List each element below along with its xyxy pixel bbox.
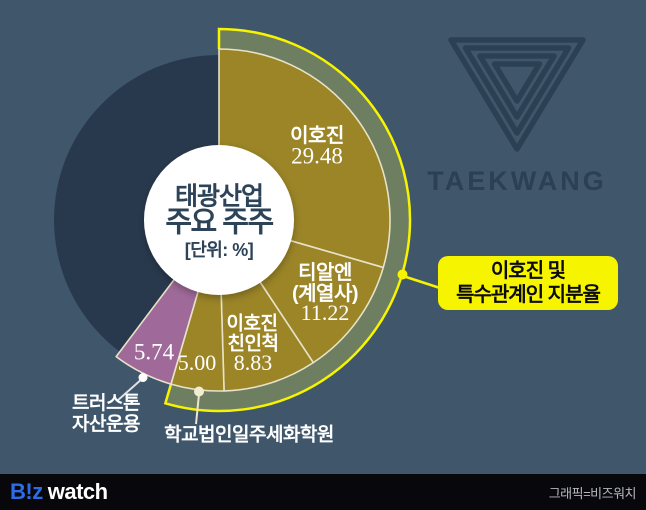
center-unit-label: [단위: %] — [184, 240, 254, 260]
center-title-line2: 주요 주주 — [165, 206, 274, 239]
label-truston: 트러스톤 자산운용 — [72, 393, 140, 435]
bizwatch-logo-biz: B!z — [10, 479, 43, 504]
slice-value-school: 5.00 — [177, 350, 217, 375]
leader-line-callout — [402, 274, 441, 290]
slice-label-tialen-line2: (계열사) — [291, 283, 359, 305]
label-truston-line2: 자산운용 — [72, 413, 140, 435]
slice-value-relatives: 8.83 — [233, 350, 273, 375]
highlight-ring-outline — [163, 27, 412, 413]
slice-value-tialen: 11.22 — [300, 300, 350, 325]
callout-line2: 특수관계인 지분율 — [456, 284, 601, 306]
slice-label-relatives-line2: 친인척 — [227, 333, 279, 355]
slice-label-leehojin: 이호진 — [290, 125, 344, 147]
slice-value-leehojin: 29.48 — [291, 143, 343, 169]
leader-line-truston — [116, 377, 144, 402]
slice-value-truston: 5.74 — [133, 339, 175, 365]
slice-label-tialen-line1: 티알엔 — [298, 262, 352, 284]
taekwang-logo-icon — [448, 37, 586, 152]
callout-line1: 이호진 및 — [490, 260, 566, 282]
bizwatch-logo: B!z watch — [10, 481, 108, 503]
bizwatch-logo-watch: watch — [47, 479, 108, 504]
taekwang-logo-text: TAEKWANG — [427, 166, 607, 196]
slice-label-relatives-line1: 이호진 — [226, 313, 278, 335]
leader-dot-callout — [397, 269, 408, 280]
center-circle — [144, 145, 294, 295]
leader-dot-school — [194, 386, 204, 397]
footer-bar: B!z watch 그래픽=비즈워치 — [0, 474, 646, 510]
callout-box: 이호진 및 특수관계인 지분율 — [438, 256, 618, 310]
center-title-line1: 태광산업 — [174, 182, 264, 211]
label-school: 학교법인일주세화학원 — [164, 424, 334, 446]
leader-line-school — [195, 393, 200, 425]
leader-dot-truston — [138, 373, 148, 382]
credit-text: 그래픽=비즈워치 — [548, 485, 637, 501]
label-truston-line1: 트러스톤 — [72, 393, 140, 414]
